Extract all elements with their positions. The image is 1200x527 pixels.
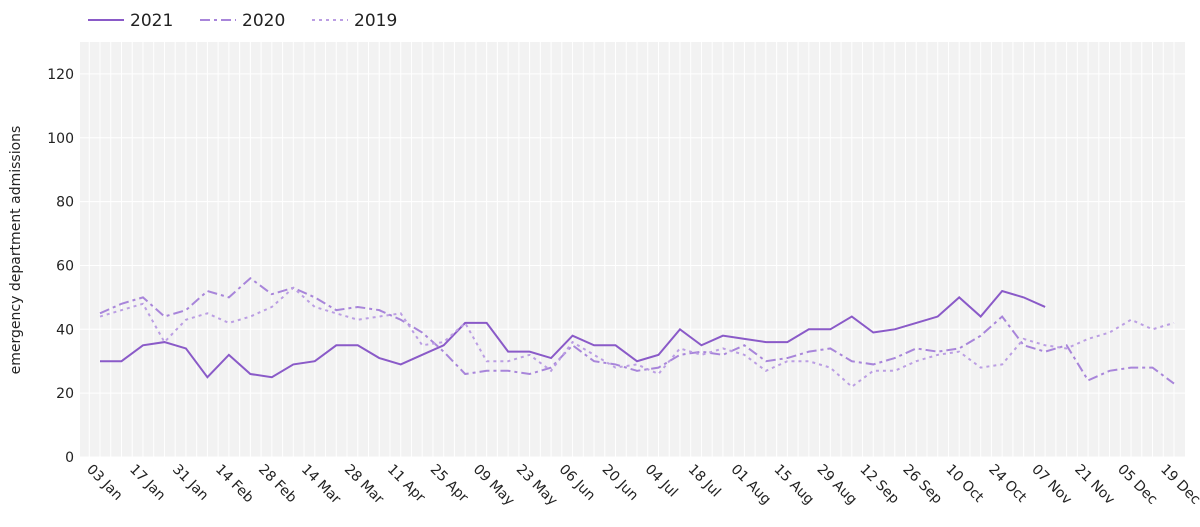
x-tick-label: 24 Oct (985, 462, 1030, 507)
x-tick-label: 29 Aug (813, 462, 859, 508)
y-tick-label: 100 (47, 131, 74, 147)
y-tick-label: 40 (56, 322, 74, 338)
x-tick-label: 04 Jul (642, 462, 681, 501)
y-tick-label: 0 (65, 450, 74, 466)
line-series (99, 276, 1175, 385)
x-tick-label: 19 Dec (1157, 462, 1200, 508)
x-tick-label: 17 Jan (126, 462, 168, 504)
x-tick-label: 20 Jun (599, 462, 642, 505)
y-tick-label: 60 (56, 258, 74, 274)
x-tick-label: 09 May (470, 462, 518, 510)
x-tick-label: 26 Sep (899, 462, 945, 508)
legend-label: 2019 (354, 11, 397, 31)
x-tick-label: 25 Apr (427, 462, 471, 506)
x-tick-label: 07 Nov (1028, 462, 1074, 508)
x-tick-label: 05 Dec (1114, 462, 1160, 508)
x-tick-label: 15 Aug (771, 462, 817, 508)
x-tick-label: 01 Aug (728, 462, 774, 508)
legend-label: 2021 (130, 11, 173, 31)
legend-label: 2020 (242, 11, 285, 31)
x-tick-label: 18 Jul (685, 462, 724, 501)
x-tick-label: 12 Sep (856, 462, 902, 508)
plot-area (80, 42, 1185, 457)
x-tick-label: 03 Jan (83, 462, 125, 504)
line-series (100, 289, 1046, 379)
x-tick-label: 14 Mar (298, 462, 344, 508)
x-tick-label: 21 Nov (1071, 462, 1117, 508)
y-tick-label: 120 (47, 67, 74, 83)
x-tick-label: 10 Oct (942, 462, 987, 507)
x-tick-label: 31 Jan (169, 462, 211, 504)
x-tick-label: 11 Apr (384, 462, 428, 506)
x-tick-label: 28 Feb (255, 462, 300, 507)
x-tick-label: 06 Jun (556, 462, 599, 505)
y-tick-label: 20 (56, 386, 74, 402)
x-tick-label: 28 Mar (341, 462, 387, 508)
x-tick-label: 23 May (513, 462, 561, 510)
x-tick-label: 14 Feb (212, 462, 257, 507)
line-series (99, 286, 1175, 389)
y-axis-label: emergency department admissions (8, 126, 24, 375)
y-tick-label: 80 (56, 195, 74, 211)
